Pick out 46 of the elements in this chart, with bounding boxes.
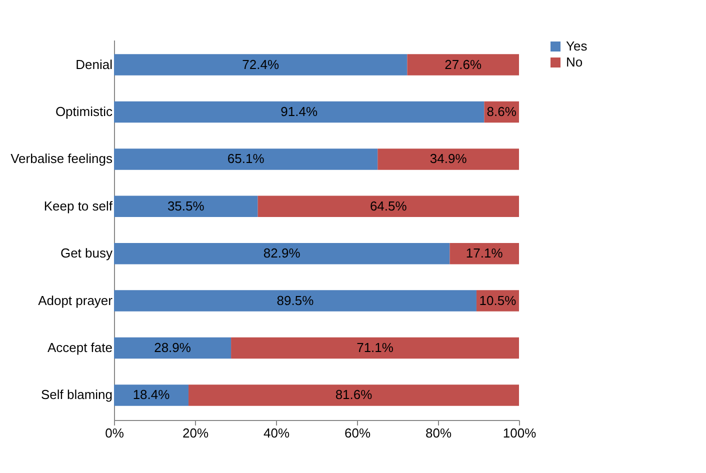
bar: [114, 384, 189, 406]
data-label: 91.4%: [280, 104, 318, 119]
data-label: 8.6%: [486, 104, 517, 119]
data-label: 65.1%: [227, 151, 265, 166]
bar: [114, 337, 232, 359]
data-label: 28.9%: [154, 340, 192, 356]
data-label: 71.1%: [356, 340, 394, 356]
x-tick-label: 40%: [263, 426, 290, 440]
data-label: 35.5%: [167, 198, 205, 214]
y-tick-label: Keep to self: [44, 198, 113, 214]
y-tick-label: Get busy: [60, 246, 113, 261]
y-tick-label: Denial: [76, 56, 113, 72]
data-label: 81.6%: [335, 387, 373, 402]
bar: [407, 54, 519, 76]
bar: [378, 148, 519, 170]
y-tick-label: Self blaming: [40, 387, 112, 402]
bar: [114, 196, 258, 218]
bar: [114, 148, 378, 170]
data-label: 64.5%: [370, 198, 408, 214]
y-tick-label: Verbalise feelings: [10, 151, 113, 166]
legend-label: Yes: [566, 38, 588, 54]
bar: [114, 54, 408, 76]
data-label: 27.6%: [444, 56, 482, 72]
data-label: 72.4%: [242, 56, 280, 72]
bar: [188, 384, 519, 406]
y-tick-label: Adopt prayer: [38, 292, 114, 308]
x-tick-label: 60%: [344, 426, 371, 440]
data-label: 34.9%: [430, 151, 468, 166]
x-tick-label: 100%: [502, 426, 537, 440]
legend-label: No: [566, 54, 583, 70]
y-tick-label: Accept fate: [47, 340, 112, 356]
x-tick-label: 80%: [425, 426, 452, 440]
data-label: 17.1%: [466, 246, 504, 261]
y-tick-label: Optimistic: [55, 104, 113, 119]
data-label: 89.5%: [276, 292, 314, 308]
bar: [450, 242, 519, 264]
data-label: 18.4%: [132, 387, 170, 402]
bar: [114, 242, 450, 264]
x-tick-label: 0%: [105, 426, 124, 440]
x-tick-label: 20%: [182, 426, 209, 440]
bar: [258, 196, 519, 218]
bar: [114, 290, 476, 312]
bar: [231, 337, 519, 359]
bar: [114, 101, 484, 123]
data-label: 82.9%: [263, 246, 301, 261]
data-label: 10.5%: [479, 292, 517, 308]
